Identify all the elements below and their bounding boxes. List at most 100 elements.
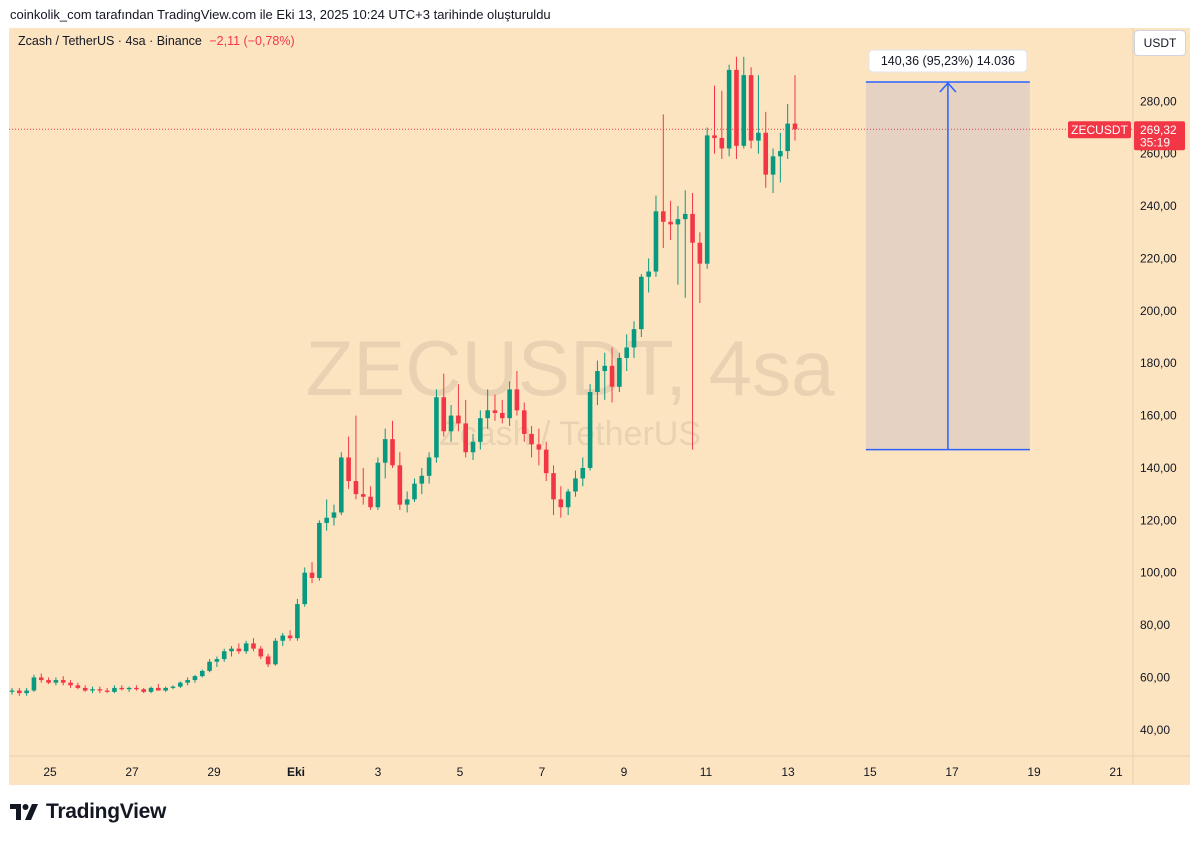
candle[interactable] — [770, 148, 776, 193]
candle[interactable] — [660, 114, 666, 248]
candle[interactable] — [382, 428, 388, 479]
candle[interactable] — [587, 384, 593, 471]
candle[interactable] — [9, 687, 15, 695]
candle[interactable] — [463, 399, 469, 458]
candle[interactable] — [90, 686, 95, 694]
candle[interactable] — [441, 373, 447, 437]
candle[interactable] — [141, 687, 147, 694]
candle[interactable] — [419, 467, 425, 495]
candle[interactable] — [434, 389, 439, 463]
candle[interactable] — [690, 192, 695, 450]
candle[interactable] — [478, 410, 483, 450]
candle[interactable] — [412, 478, 417, 502]
candle[interactable] — [170, 685, 176, 690]
candle[interactable] — [682, 190, 688, 298]
candle[interactable] — [104, 687, 110, 694]
candle[interactable] — [602, 352, 608, 400]
candle[interactable] — [287, 630, 293, 641]
candle[interactable] — [295, 598, 300, 641]
candle[interactable] — [192, 674, 198, 683]
candle[interactable] — [163, 686, 168, 692]
candle[interactable] — [46, 677, 51, 684]
candle[interactable] — [514, 371, 520, 416]
candle[interactable] — [338, 452, 344, 516]
candle[interactable] — [639, 274, 644, 338]
candle[interactable] — [741, 56, 747, 149]
candle[interactable] — [763, 111, 769, 188]
candle[interactable] — [726, 64, 732, 157]
candle[interactable] — [631, 321, 637, 358]
candle[interactable] — [280, 632, 286, 647]
candle[interactable] — [199, 669, 205, 678]
candle[interactable] — [719, 90, 725, 159]
candle[interactable] — [309, 562, 315, 584]
currency-button[interactable]: USDT — [1134, 30, 1186, 56]
candle[interactable] — [499, 399, 505, 424]
candle[interactable] — [31, 674, 37, 692]
candle[interactable] — [75, 682, 81, 690]
candle[interactable] — [368, 486, 373, 510]
candle[interactable] — [646, 258, 651, 293]
candle[interactable] — [317, 520, 322, 581]
candle[interactable] — [485, 389, 490, 429]
candle[interactable] — [697, 232, 703, 303]
candle[interactable] — [492, 394, 498, 421]
candle[interactable] — [653, 195, 659, 277]
tradingview-logo[interactable]: TradingView — [10, 800, 166, 824]
candle[interactable] — [573, 470, 578, 497]
candle[interactable] — [346, 436, 351, 489]
measure-tool[interactable]: 140,36 (95,23%) 14.036 — [865, 49, 1030, 451]
candle[interactable] — [126, 686, 132, 692]
chart-area[interactable] — [9, 28, 1190, 785]
candle[interactable] — [507, 381, 512, 427]
candle[interactable] — [178, 681, 183, 688]
candle[interactable] — [265, 653, 271, 667]
candles[interactable] — [9, 56, 798, 696]
candle[interactable] — [748, 67, 754, 149]
candle[interactable] — [251, 638, 256, 652]
candle[interactable] — [236, 643, 242, 654]
candle[interactable] — [156, 683, 161, 691]
candle[interactable] — [624, 334, 629, 372]
candle[interactable] — [331, 504, 337, 526]
candle[interactable] — [675, 206, 681, 285]
candle[interactable] — [536, 428, 542, 466]
candle[interactable] — [214, 656, 220, 667]
candle[interactable] — [229, 646, 234, 657]
candle[interactable] — [353, 415, 359, 500]
candle[interactable] — [426, 452, 432, 484]
candle[interactable] — [470, 433, 476, 461]
symbol-legend[interactable]: Zcash / TetherUS · 4sa · Binance −2,11 (… — [18, 34, 295, 48]
candle[interactable] — [456, 384, 461, 432]
candle[interactable] — [785, 103, 790, 159]
candle[interactable] — [397, 452, 403, 510]
candle[interactable] — [551, 465, 556, 516]
candle[interactable] — [302, 567, 308, 607]
candle[interactable] — [543, 441, 549, 482]
candle[interactable] — [82, 685, 88, 692]
candle[interactable] — [521, 402, 527, 442]
candle[interactable] — [756, 75, 761, 154]
candle[interactable] — [448, 405, 454, 442]
candle[interactable] — [404, 491, 410, 513]
time-axis[interactable]: 25 27 29 Eki 3 5 7 9 11 13 15 17 19 21 — [43, 765, 1123, 779]
candle[interactable] — [558, 486, 564, 518]
candle[interactable] — [53, 677, 59, 686]
candle[interactable] — [258, 646, 264, 660]
candle[interactable] — [617, 352, 622, 392]
candle[interactable] — [17, 687, 22, 696]
candle[interactable] — [324, 499, 329, 531]
candle[interactable] — [704, 127, 710, 269]
candle[interactable] — [60, 676, 66, 686]
candle[interactable] — [24, 687, 29, 696]
candle[interactable] — [119, 685, 125, 691]
candle[interactable] — [207, 659, 212, 673]
candle[interactable] — [243, 640, 249, 654]
candle[interactable] — [565, 488, 571, 516]
candle[interactable] — [38, 673, 44, 683]
candle[interactable] — [148, 686, 154, 694]
candle[interactable] — [112, 685, 117, 694]
candle[interactable] — [734, 56, 739, 159]
candle[interactable] — [134, 685, 139, 691]
